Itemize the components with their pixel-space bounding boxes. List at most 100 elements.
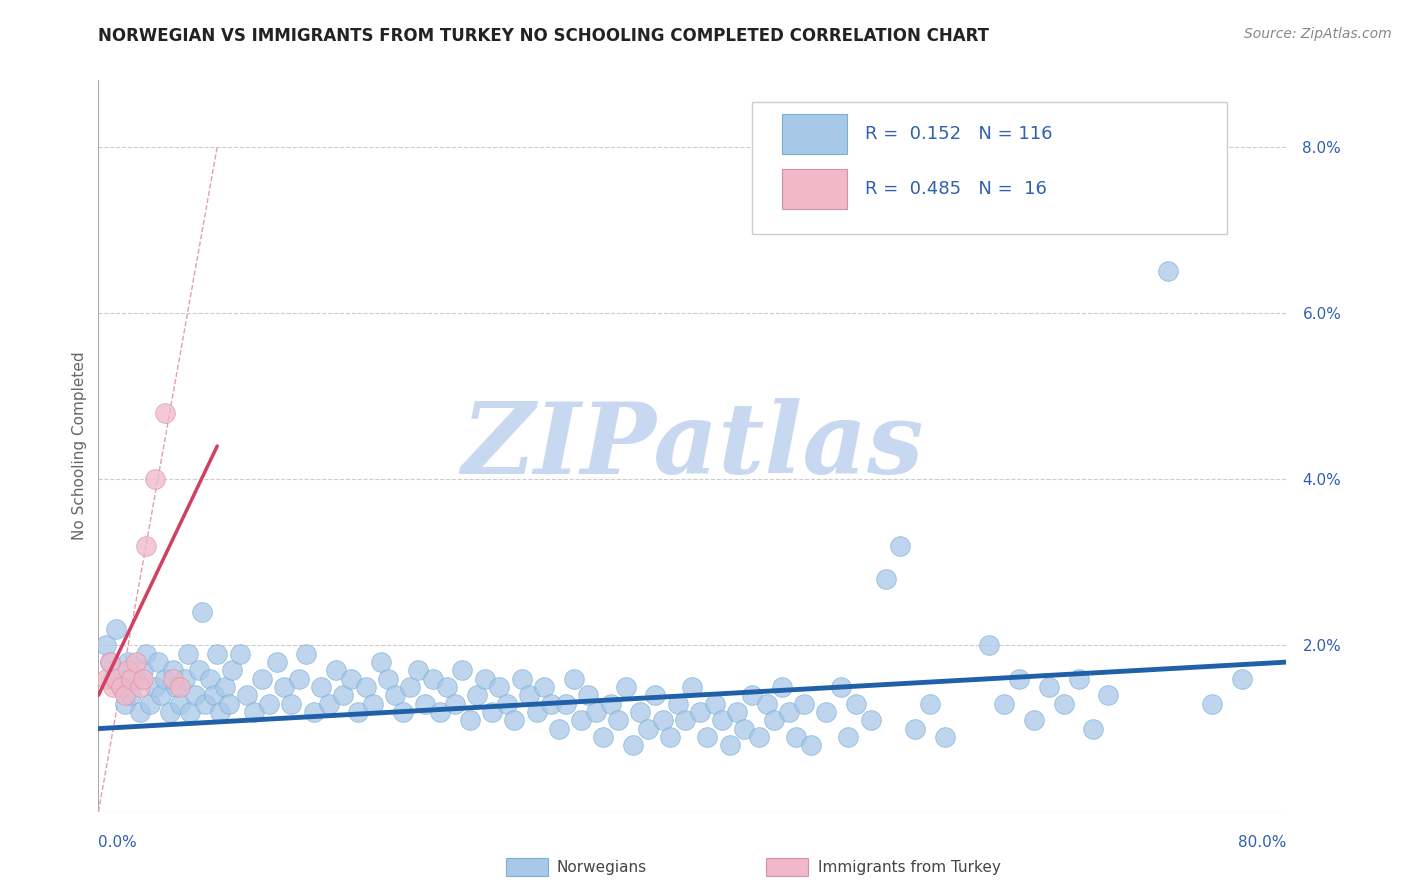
Point: [273, 680, 295, 694]
Point: [1097, 689, 1119, 703]
Point: [689, 705, 711, 719]
Point: [139, 697, 162, 711]
Point: [205, 647, 228, 661]
Point: [124, 655, 146, 669]
Point: [129, 680, 152, 694]
Point: [332, 689, 354, 703]
Point: [117, 655, 139, 669]
Point: [630, 705, 652, 719]
Point: [188, 664, 211, 678]
Point: [370, 655, 392, 669]
Point: [837, 730, 859, 744]
Point: [110, 680, 132, 694]
Point: [578, 689, 600, 703]
Point: [503, 714, 526, 728]
Point: [94, 639, 117, 653]
Point: [250, 672, 273, 686]
Point: [651, 714, 673, 728]
Point: [347, 705, 370, 719]
Point: [599, 697, 621, 711]
Point: [120, 689, 142, 703]
Bar: [782, 114, 846, 154]
Point: [325, 664, 347, 678]
Point: [718, 738, 741, 752]
Point: [162, 664, 184, 678]
Point: [1126, 206, 1149, 220]
Point: [755, 697, 778, 711]
Point: [1230, 672, 1253, 686]
Point: [429, 705, 451, 719]
Point: [257, 697, 280, 711]
Point: [979, 639, 1001, 653]
Point: [443, 697, 465, 711]
Point: [1067, 672, 1090, 686]
Point: [214, 680, 236, 694]
Point: [474, 672, 496, 686]
Point: [830, 680, 852, 694]
Point: [236, 689, 259, 703]
Text: 80.0%: 80.0%: [1239, 836, 1286, 850]
Point: [361, 697, 384, 711]
Point: [845, 697, 868, 711]
Point: [785, 730, 807, 744]
Point: [793, 697, 815, 711]
Point: [155, 672, 177, 686]
Point: [562, 672, 585, 686]
Text: ZIPatlas: ZIPatlas: [461, 398, 924, 494]
Point: [859, 714, 882, 728]
Point: [129, 705, 152, 719]
Point: [243, 705, 266, 719]
Point: [748, 730, 770, 744]
Point: [288, 672, 311, 686]
Point: [202, 689, 225, 703]
Point: [703, 697, 725, 711]
Point: [770, 680, 793, 694]
Point: [725, 705, 748, 719]
Point: [540, 697, 562, 711]
Text: Immigrants from Turkey: Immigrants from Turkey: [818, 860, 1001, 874]
Point: [904, 722, 927, 736]
Point: [934, 730, 956, 744]
Point: [105, 622, 128, 636]
Point: [1053, 697, 1076, 711]
Point: [103, 680, 125, 694]
Point: [103, 672, 125, 686]
Point: [209, 705, 232, 719]
Point: [659, 730, 682, 744]
Point: [406, 664, 429, 678]
Point: [889, 539, 911, 553]
Point: [120, 672, 142, 686]
Point: [741, 689, 763, 703]
Point: [495, 697, 517, 711]
Point: [517, 689, 540, 703]
Point: [218, 697, 240, 711]
Point: [98, 655, 121, 669]
Point: [696, 730, 718, 744]
Point: [778, 705, 800, 719]
Point: [666, 697, 689, 711]
Point: [184, 689, 207, 703]
Point: [644, 689, 666, 703]
Text: Norwegians: Norwegians: [557, 860, 647, 874]
Point: [815, 705, 838, 719]
Point: [526, 705, 548, 719]
Point: [451, 664, 474, 678]
Text: 0.0%: 0.0%: [98, 836, 138, 850]
Point: [135, 539, 157, 553]
Point: [340, 672, 363, 686]
Point: [673, 714, 696, 728]
Point: [191, 605, 214, 619]
Point: [392, 705, 415, 719]
Point: [280, 697, 302, 711]
Point: [607, 714, 630, 728]
Point: [176, 647, 198, 661]
Point: [1022, 714, 1045, 728]
Point: [198, 672, 221, 686]
Point: [413, 697, 436, 711]
Point: [165, 680, 187, 694]
Point: [194, 697, 217, 711]
Point: [800, 738, 823, 752]
Point: [266, 655, 288, 669]
Point: [399, 680, 422, 694]
Point: [1201, 697, 1223, 711]
